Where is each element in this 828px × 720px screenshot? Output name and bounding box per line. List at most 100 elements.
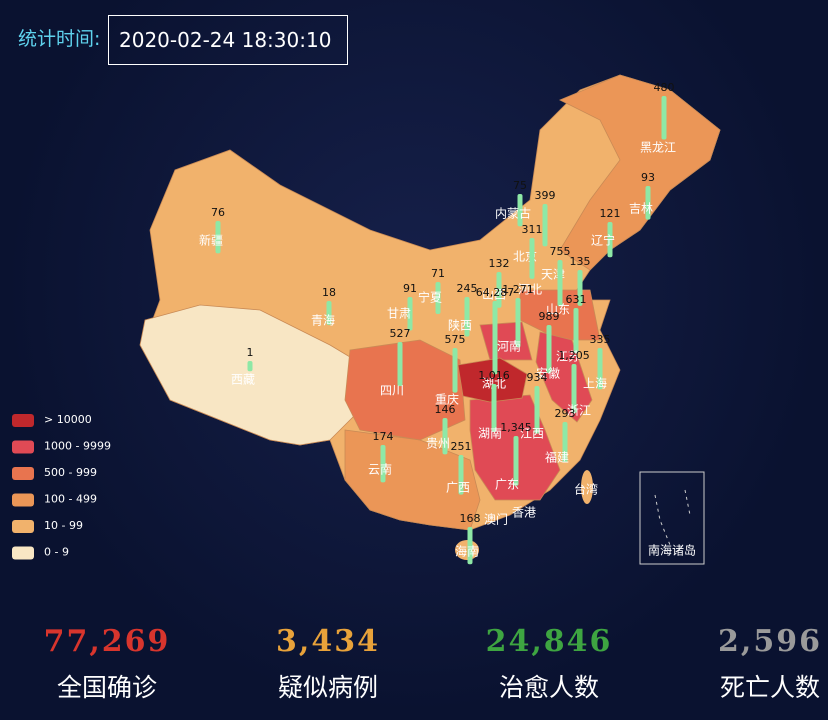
bar	[562, 422, 568, 463]
stat-label: 治愈人数	[498, 673, 599, 702]
bar	[557, 260, 563, 307]
province-name: 青海	[311, 313, 335, 328]
legend-label: 10 - 99	[44, 519, 83, 532]
bar	[492, 301, 498, 375]
province-name: 广东	[495, 478, 519, 492]
stat-label: 疑似病例	[277, 673, 378, 702]
province-value: 399	[535, 189, 556, 202]
province-name: 辽宁	[591, 233, 615, 248]
province-value: 76	[211, 206, 225, 219]
bar	[247, 361, 253, 372]
bar	[496, 272, 502, 308]
province-value: 755	[550, 245, 571, 258]
bar	[435, 282, 441, 315]
province-value: 1,345	[500, 421, 532, 434]
bar	[534, 386, 540, 434]
province-value: 251	[451, 440, 472, 453]
bar	[458, 455, 464, 495]
legend-swatch	[12, 467, 34, 480]
province-value: 1	[247, 346, 254, 359]
province-name: 香港	[512, 506, 536, 520]
island	[455, 540, 479, 560]
province-value: 132	[489, 257, 510, 270]
province-value: 168	[460, 512, 481, 525]
region	[139, 304, 361, 446]
province-value: 480	[654, 81, 675, 94]
bar	[515, 298, 521, 348]
province-name: 新疆	[199, 233, 223, 248]
province-value: 335	[590, 333, 611, 346]
province-name: 黑龙江	[640, 141, 676, 155]
legend-label: 500 - 999	[44, 466, 97, 479]
legend-label: 0 - 9	[44, 546, 69, 559]
bar	[577, 270, 583, 306]
bar	[442, 418, 448, 455]
province-name: 河北	[518, 283, 542, 297]
province-name: 重庆	[435, 393, 459, 407]
region	[559, 74, 721, 271]
province-name: 四川	[380, 384, 404, 398]
bar	[529, 238, 535, 279]
bar	[517, 194, 523, 227]
bar	[513, 436, 519, 486]
province-name: 西藏	[231, 373, 255, 387]
stat-label: 全国确诊	[56, 673, 157, 702]
legend-label: 100 - 499	[44, 493, 97, 506]
legend-swatch	[12, 493, 34, 507]
province-name: 陕西	[448, 318, 472, 333]
province-value: 989	[539, 310, 560, 323]
province-value: 174	[373, 430, 394, 443]
bar	[407, 297, 413, 331]
bar	[215, 221, 221, 254]
stat-value: 2,596	[718, 624, 822, 659]
bar	[597, 348, 603, 390]
province-name: 湖北	[482, 376, 506, 391]
region	[457, 357, 528, 403]
province-value: 245	[457, 282, 478, 295]
bar	[546, 325, 552, 373]
bar	[607, 222, 613, 258]
province-value: 293	[555, 407, 576, 420]
time-box: 2020-02-24 18:30:10	[108, 15, 348, 65]
province-value: 1,016	[478, 369, 510, 382]
province-name: 云南	[368, 462, 392, 477]
province-value: 93	[641, 171, 655, 184]
legend-swatch	[12, 520, 34, 533]
province-name: 江苏	[556, 350, 580, 364]
province-name: 安徽	[536, 366, 560, 381]
province-name: 江西	[520, 427, 544, 441]
bar	[491, 384, 497, 433]
province-name: 贵州	[426, 437, 450, 451]
province-name: 澳门	[484, 512, 508, 527]
bar	[571, 364, 577, 414]
inset-label: 南海诸岛	[648, 543, 696, 558]
bar	[573, 308, 579, 354]
province-name: 吉林	[629, 202, 653, 216]
province-value: 1,205	[558, 349, 590, 362]
province-name: 宁夏	[418, 290, 442, 305]
province-name: 山西	[482, 288, 506, 302]
legend-label: > 10000	[44, 413, 92, 426]
bar	[397, 342, 403, 387]
inset-line	[654, 489, 691, 546]
bar	[661, 96, 667, 140]
province-value: 934	[527, 371, 548, 384]
province-name: 山东	[546, 303, 570, 317]
province-value: 75	[513, 179, 527, 192]
province-name: 广西	[446, 481, 470, 495]
stat-label: 死亡人数	[719, 673, 820, 702]
stat-value: 3,434	[276, 624, 380, 659]
bar	[464, 297, 470, 337]
bar	[645, 186, 651, 220]
island	[581, 470, 593, 504]
province-name: 浙江	[567, 404, 591, 418]
province-value: 311	[522, 223, 543, 236]
province-value: 91	[403, 282, 417, 295]
bar	[326, 301, 332, 325]
province-name: 福建	[545, 450, 569, 465]
province-name: 河南	[497, 339, 521, 354]
province-value: 121	[600, 207, 621, 220]
bar	[452, 348, 458, 393]
province-name: 甘肃	[387, 307, 411, 321]
province-value: 64,287	[476, 286, 515, 299]
